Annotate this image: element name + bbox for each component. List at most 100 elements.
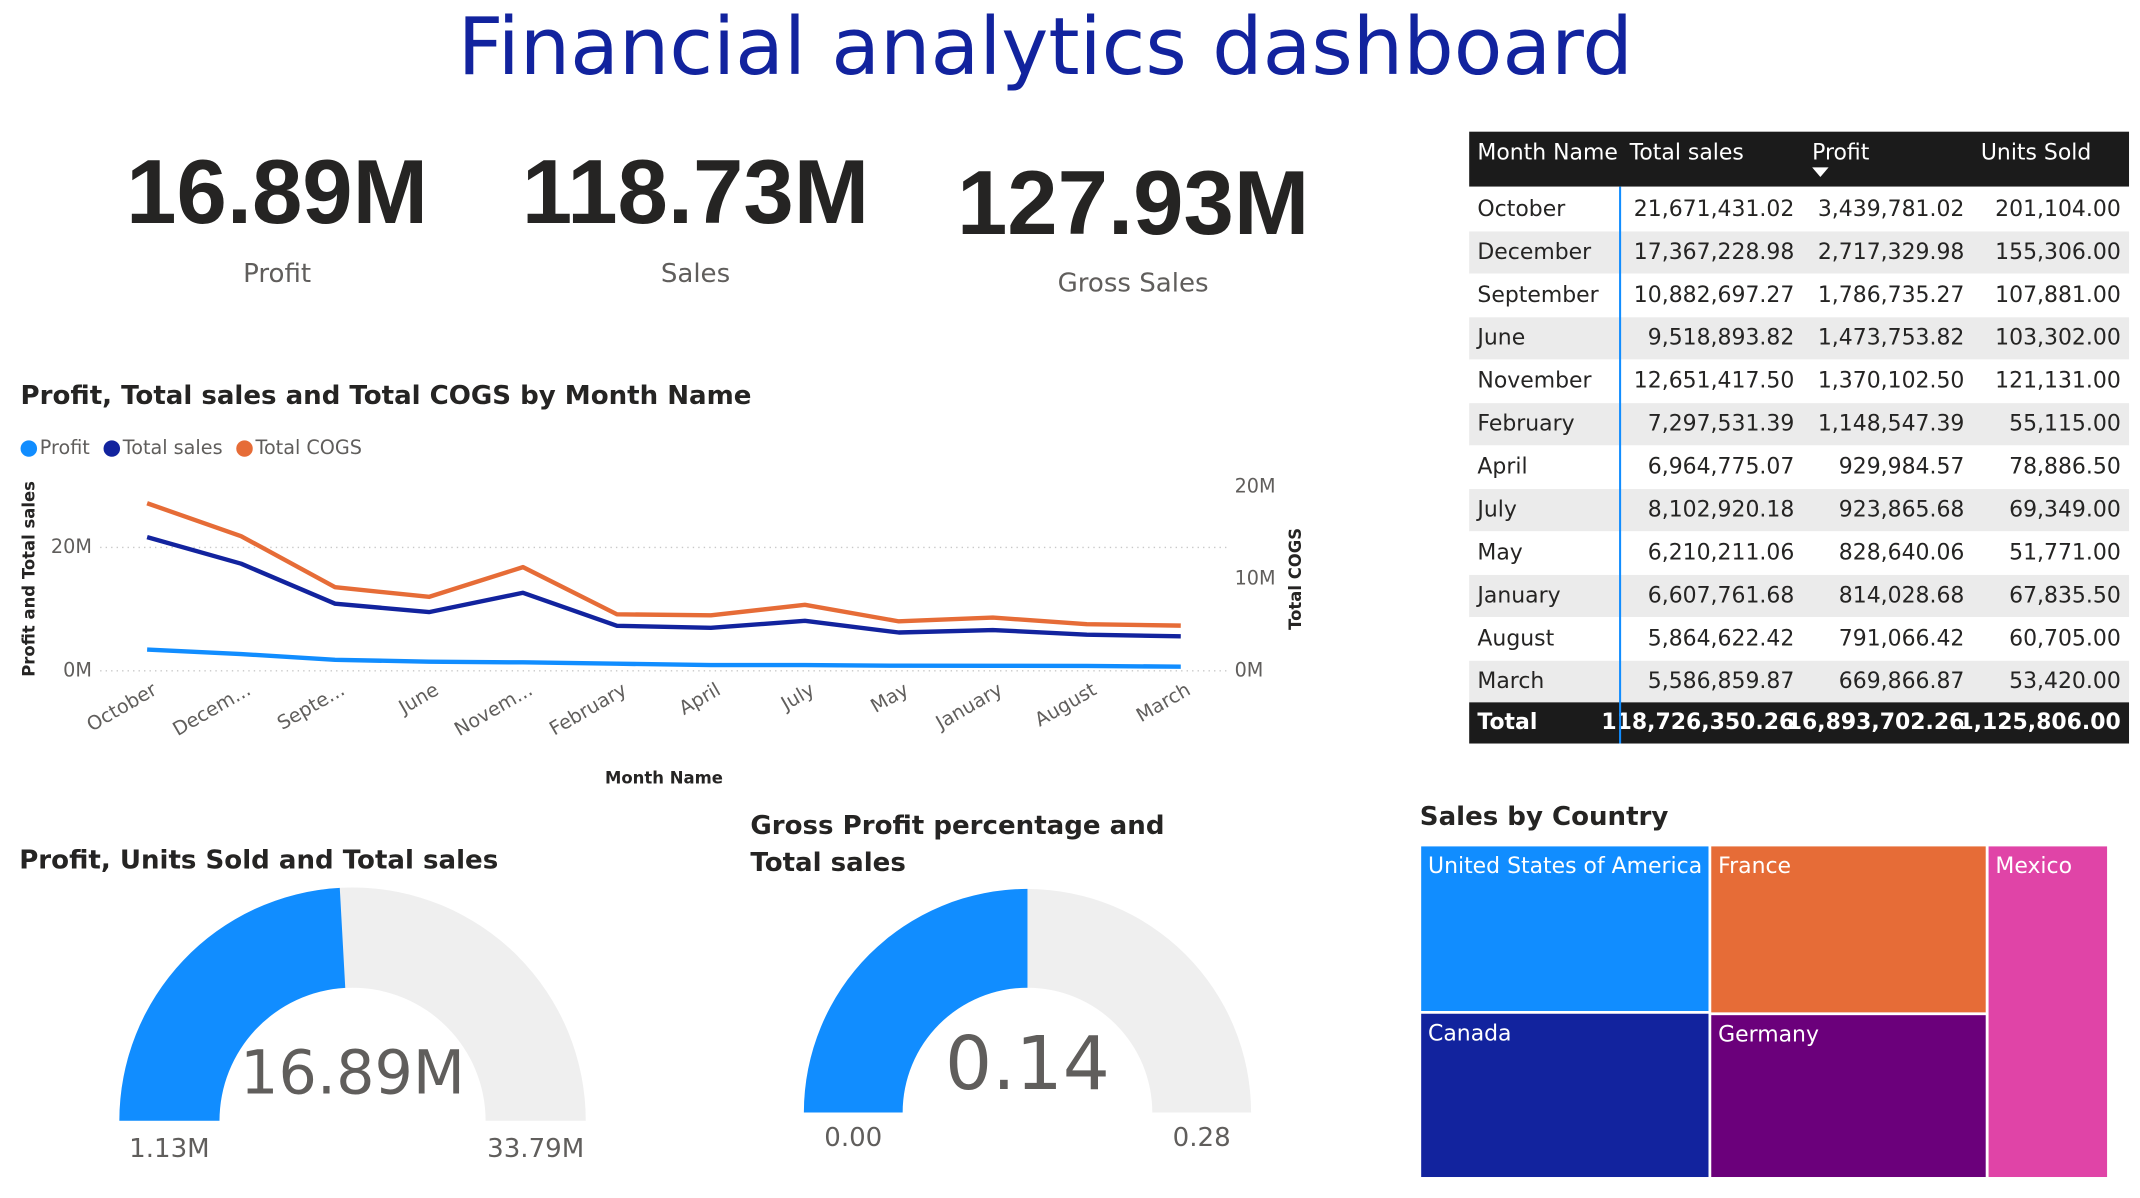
table-cell: December [1477,240,1592,265]
table-cell: 155,306.00 [1995,240,2121,265]
treemap-label: Germany [1718,1023,1819,1048]
kpi-value: 118.73M [522,142,869,243]
table-cell: 21,671,431.02 [1634,197,1794,222]
kpi-label: Profit [243,259,311,289]
chart-title: Sales by Country [1420,802,1669,832]
table-cell: 69,349.00 [2009,497,2121,522]
table-cell: 6,210,211.06 [1648,540,1795,565]
table-cell: 2,717,329.98 [1818,240,1965,265]
table-header: Total sales [1629,141,1744,166]
y2-tick-label: 10M [1235,566,1276,589]
table-row-bg [1469,660,2130,704]
table-total: 1,125,806.00 [1958,710,2120,735]
table-cell: January [1475,583,1560,608]
gauge-fill [803,888,1028,1113]
x-tick-label: August [1031,678,1101,732]
legend-label: Profit [40,436,91,459]
table-cell: 53,420.00 [2009,669,2121,694]
table-cell: 7,297,531.39 [1648,412,1795,437]
x-axis-title: Month Name [605,769,723,788]
sort-indicator [1812,167,1829,177]
kpi-label: Gross Sales [1058,268,1209,298]
table-header-bg [1469,131,2130,187]
table-cell: 1,370,102.50 [1818,369,1965,394]
x-tick-label: March [1132,678,1194,727]
x-tick-label: Decem... [169,678,255,741]
kpi-value: 127.93M [957,153,1309,254]
table-row-bg [1469,188,2130,232]
table-cell: 78,886.50 [2009,455,2121,480]
y2-tick-label: 0M [1235,658,1264,681]
table-cell: 3,439,781.02 [1818,197,1965,222]
y-axis-title: Profit and Total sales [20,481,39,677]
legend-marker [20,440,38,457]
y-tick-label: 20M [51,535,92,558]
series-line [147,647,1181,669]
table-cell: 121,131.00 [1995,369,2121,394]
table-cell: 67,835.50 [2009,583,2121,608]
table-cell: September [1477,283,1599,308]
gauge-range-label: 0.00 [824,1123,882,1153]
table-cell: 5,864,622.42 [1648,626,1795,651]
table-cell: November [1477,369,1592,394]
table-cell: June [1475,326,1525,351]
table-cell: 1,473,753.82 [1818,326,1965,351]
table-cell: 1,786,735.27 [1818,283,1965,308]
table-cell: April [1477,455,1527,480]
legend-label: Total sales [122,436,223,459]
table-cell: 828,640.06 [1839,540,1965,565]
table-header: Month Name [1477,141,1617,166]
table-cell: 8,102,920.18 [1648,497,1795,522]
x-tick-label: April [675,678,724,720]
kpi-label: Sales [661,259,730,289]
table-cell: 6,607,761.68 [1648,583,1795,608]
table-cell: 5,586,859.87 [1648,669,1795,694]
table-row-bg [1469,489,2130,532]
table-cell: 1,148,547.39 [1818,412,1965,437]
x-tick-label: January [931,678,1006,735]
table-cell: 201,104.00 [1995,197,2121,222]
table-row-bg [1469,531,2130,575]
x-tick-label: July [776,678,818,716]
table-cell: May [1477,540,1522,565]
table-row-bg [1469,574,2130,618]
table-cell: October [1477,197,1566,222]
x-tick-label: May [866,678,912,718]
series-line [146,501,1181,628]
table-cell: 17,367,228.98 [1634,240,1794,265]
chart-title: Profit, Units Sold and Total sales [19,845,499,876]
dashboard-title: Financial analytics dashboard [458,0,1633,93]
gauge-value: 0.14 [945,1021,1110,1107]
table-row-bg [1469,403,2130,447]
treemap-label: France [1718,854,1791,879]
table-header: Units Sold [1981,141,2091,166]
legend-label: Total COGS [254,436,361,459]
table-cell: 12,651,417.50 [1634,369,1794,394]
x-tick-label: Novem... [450,678,536,741]
treemap-tile [1708,1012,1989,1180]
table-cell: 669,866.87 [1839,669,1965,694]
y2-tick-label: 20M [1235,474,1276,497]
x-tick-label: October [83,678,161,736]
table-total: 118,726,350.26 [1601,710,1794,735]
table-row-bg [1469,446,2130,490]
table-header: Profit [1812,141,1870,166]
y-tick-label: 0M [63,658,92,681]
table-row-bg [1469,231,2130,275]
table-cell: 929,984.57 [1839,455,1965,480]
table-cell: 791,066.42 [1839,626,1965,651]
treemap-label: United States of America [1428,854,1702,879]
table-cell: 9,518,893.82 [1648,326,1795,351]
gauge-range-label: 1.13M [129,1134,209,1164]
kpi-value: 16.89M [126,142,428,243]
table-cell: 55,115.00 [2009,412,2121,437]
x-tick-label: February [545,678,630,740]
legend-marker [236,440,253,457]
table-cell: 10,882,697.27 [1634,283,1794,308]
table-row-bg [1469,274,2130,318]
gauge-range-label: 33.79M [487,1134,584,1164]
table-cell: 6,964,775.07 [1648,455,1795,480]
chart-title-box: Profit, Units Sold and Total sales [19,845,499,876]
x-tick-label: June [394,678,443,719]
gauge-fill [119,887,346,1121]
